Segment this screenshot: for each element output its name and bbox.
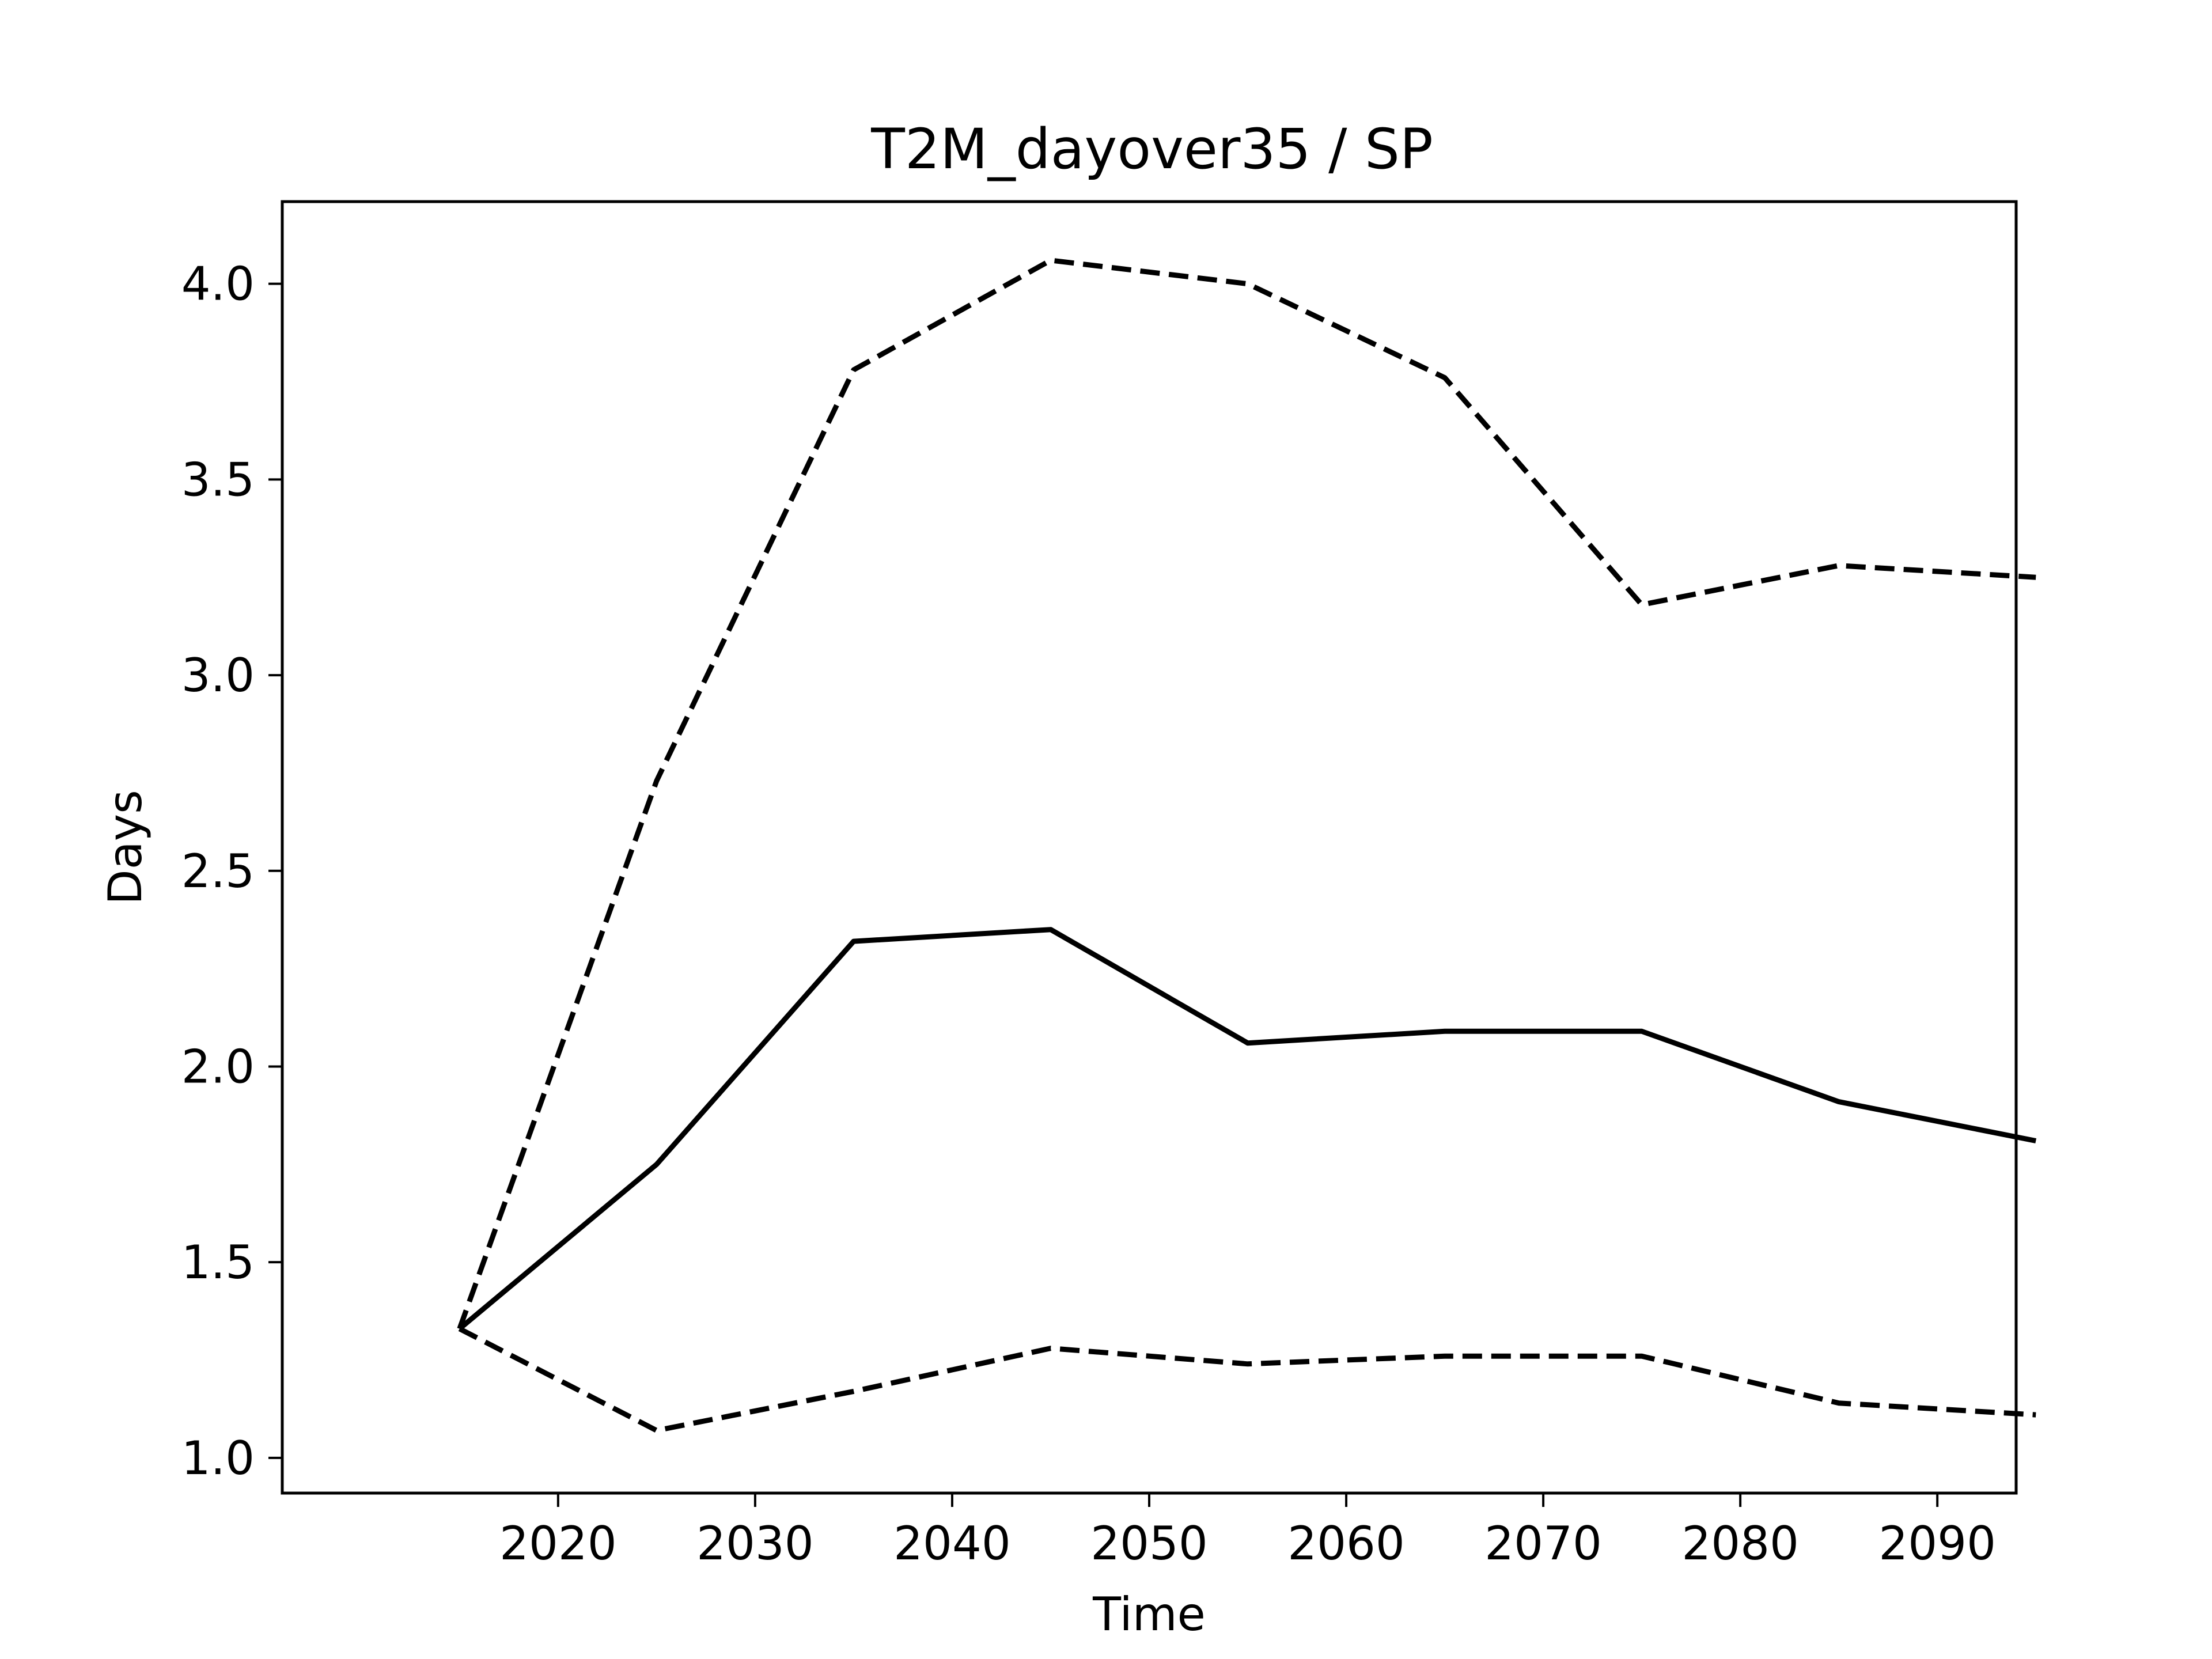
x-tick-label: 2060 — [1287, 1517, 1405, 1570]
series-line-solid — [457, 927, 2037, 1331]
x-tick-label: 2030 — [696, 1517, 814, 1570]
y-tick-label: 4.0 — [181, 257, 255, 311]
y-tick-label: 1.5 — [181, 1236, 255, 1289]
x-tick-label: 2090 — [1878, 1517, 1996, 1570]
y-tick-label: 3.0 — [181, 649, 255, 702]
x-tick-label: 2070 — [1484, 1517, 1602, 1570]
y-tick-label: 2.5 — [181, 844, 255, 898]
x-tick-label: 2040 — [893, 1517, 1011, 1570]
x-tick-label: 2080 — [1681, 1517, 1799, 1570]
x-axis-label: Time — [1092, 1588, 1206, 1641]
chart-title: T2M_dayover35 / SP — [870, 117, 1433, 181]
y-tick-label: 2.0 — [181, 1040, 255, 1093]
x-axis: 2020 2030 2040 2050 2060 2070 2080 2090 — [499, 1493, 1996, 1570]
series-line-dashed-upper — [457, 257, 2036, 1330]
plot-area — [457, 257, 2037, 1433]
y-axis: 1.0 1.5 2.0 2.5 3.0 3.5 4.0 — [181, 257, 282, 1485]
series-line-dashed-lower — [458, 1326, 2036, 1433]
y-tick-label: 1.0 — [181, 1431, 255, 1485]
x-tick-label: 2020 — [499, 1517, 617, 1570]
y-tick-label: 3.5 — [181, 453, 255, 506]
x-tick-label: 2050 — [1090, 1517, 1208, 1570]
y-axis-label: Days — [99, 790, 152, 905]
